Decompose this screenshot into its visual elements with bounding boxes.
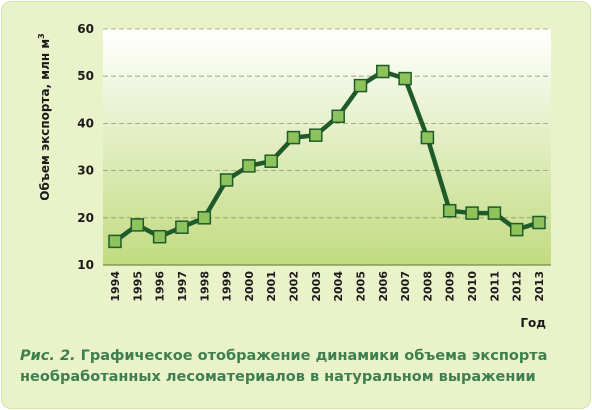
x-tick-label: 2010 bbox=[466, 271, 479, 302]
data-point-2011 bbox=[487, 206, 502, 220]
data-point-2003 bbox=[309, 128, 323, 142]
data-point-1994 bbox=[108, 234, 122, 249]
y-tick-labels: 10 20 30 40 50 60 bbox=[77, 22, 94, 272]
x-tick-label: 1997 bbox=[176, 271, 189, 302]
data-point-1998 bbox=[197, 211, 212, 225]
x-tick-label: 2013 bbox=[533, 271, 546, 302]
x-axis-label: Год bbox=[520, 316, 546, 330]
data-point-2009 bbox=[442, 203, 457, 218]
x-tick-label: 2004 bbox=[332, 271, 345, 302]
x-tick-label: 2006 bbox=[377, 271, 390, 302]
x-tick-label: 1998 bbox=[198, 271, 211, 302]
x-tick-label: 2012 bbox=[511, 271, 524, 302]
caption-line-1: Графическое отображение динамики объема … bbox=[80, 348, 548, 364]
x-tick-label: 1999 bbox=[221, 271, 234, 302]
data-point-2013 bbox=[532, 215, 546, 230]
series-export-volume bbox=[108, 64, 546, 249]
data-point-1997 bbox=[175, 220, 189, 234]
x-tick-label: 2005 bbox=[354, 271, 367, 302]
x-tick-label: 1995 bbox=[131, 271, 144, 302]
data-point-2002 bbox=[286, 130, 301, 145]
y-tick-label: 10 bbox=[77, 258, 94, 272]
figure-caption: Рис. 2. Графическое отображение динамики… bbox=[20, 346, 580, 388]
x-tick-label: 2002 bbox=[288, 271, 301, 302]
x-tick-label: 2008 bbox=[421, 271, 434, 302]
data-point-2005 bbox=[353, 78, 368, 93]
data-point-1995 bbox=[130, 218, 145, 232]
x-tick-label: 2007 bbox=[399, 271, 412, 302]
data-point-2000 bbox=[242, 159, 256, 173]
x-tick-label: 2009 bbox=[444, 271, 457, 302]
x-tick-label: 2011 bbox=[488, 271, 501, 302]
x-tick-labels: 1994 1995 1996 1997 1998 1999 2000 2001 2002 2003… bbox=[109, 271, 546, 302]
y-tick-label: 50 bbox=[77, 69, 94, 83]
x-tick-label: 1996 bbox=[154, 271, 167, 302]
data-point-2008 bbox=[420, 130, 435, 145]
y-tick-label: 40 bbox=[77, 116, 94, 130]
y-tick-label: 20 bbox=[77, 211, 94, 225]
y-tick-label: 30 bbox=[77, 164, 94, 178]
y-axis-label: Объем экспорта, млн м3 bbox=[37, 33, 52, 200]
caption-label: Рис. 2. bbox=[20, 348, 76, 364]
data-point-2012 bbox=[509, 222, 524, 237]
data-point-2001 bbox=[264, 154, 278, 168]
caption-line-2: необработанных лесоматериалов в натураль… bbox=[20, 369, 536, 385]
x-tick-label: 1994 bbox=[109, 271, 122, 302]
data-point-2004 bbox=[331, 109, 345, 124]
plot-area bbox=[103, 29, 551, 265]
x-tick-label: 2001 bbox=[265, 271, 278, 302]
data-point-2010 bbox=[465, 206, 479, 220]
data-point-1996 bbox=[152, 229, 167, 244]
x-tick-label: 2003 bbox=[310, 271, 323, 302]
data-point-1999 bbox=[219, 173, 234, 187]
x-tick-label: 2000 bbox=[243, 271, 256, 302]
data-point-2007 bbox=[398, 71, 412, 86]
data-point-2006 bbox=[376, 64, 390, 79]
y-tick-label: 60 bbox=[77, 22, 94, 36]
